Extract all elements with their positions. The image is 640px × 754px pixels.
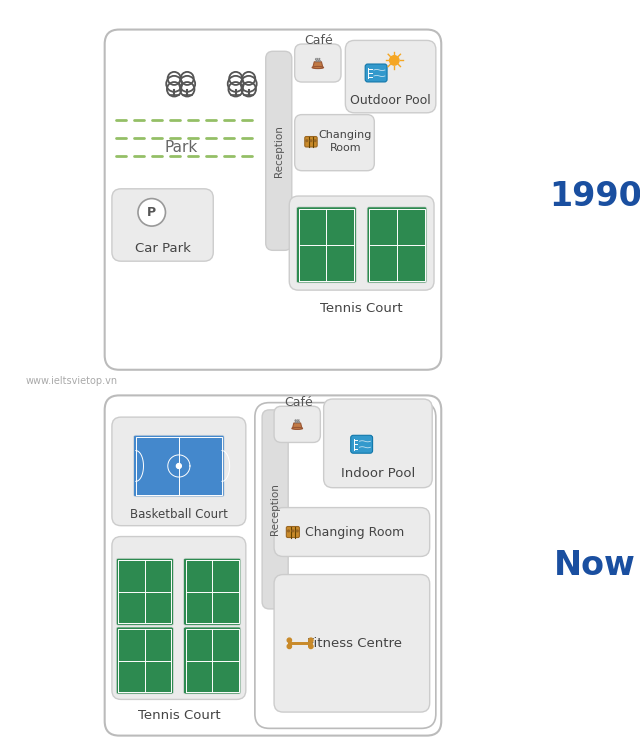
Ellipse shape: [292, 428, 303, 430]
Text: Car Park: Car Park: [134, 242, 191, 255]
Circle shape: [292, 530, 294, 532]
Text: Indoor Pool: Indoor Pool: [341, 467, 415, 480]
FancyBboxPatch shape: [255, 403, 436, 728]
FancyBboxPatch shape: [289, 196, 434, 290]
FancyBboxPatch shape: [346, 41, 436, 113]
FancyBboxPatch shape: [105, 395, 441, 736]
Text: Now: Now: [554, 549, 636, 582]
Ellipse shape: [312, 66, 324, 69]
Circle shape: [310, 140, 312, 142]
Circle shape: [296, 530, 298, 532]
FancyBboxPatch shape: [184, 558, 241, 625]
FancyBboxPatch shape: [305, 136, 317, 147]
FancyBboxPatch shape: [294, 115, 374, 170]
FancyBboxPatch shape: [286, 526, 300, 538]
Text: Park: Park: [164, 139, 197, 155]
Text: 1990: 1990: [548, 179, 640, 213]
FancyBboxPatch shape: [116, 558, 173, 625]
Circle shape: [287, 638, 291, 642]
Text: Reception: Reception: [270, 483, 280, 535]
FancyBboxPatch shape: [351, 435, 372, 453]
FancyBboxPatch shape: [296, 207, 356, 283]
FancyBboxPatch shape: [365, 64, 387, 82]
FancyBboxPatch shape: [134, 435, 224, 497]
FancyBboxPatch shape: [324, 399, 432, 488]
Circle shape: [306, 140, 308, 142]
Circle shape: [287, 644, 291, 648]
Text: Café: Café: [304, 34, 333, 47]
Text: Changing Room: Changing Room: [305, 526, 404, 538]
FancyBboxPatch shape: [274, 406, 321, 443]
Circle shape: [390, 56, 399, 65]
FancyBboxPatch shape: [367, 207, 427, 283]
FancyBboxPatch shape: [112, 417, 246, 526]
Text: Fitness Centre: Fitness Centre: [307, 637, 402, 650]
FancyBboxPatch shape: [294, 44, 341, 82]
FancyBboxPatch shape: [310, 639, 312, 647]
Polygon shape: [292, 423, 302, 428]
FancyBboxPatch shape: [116, 627, 173, 694]
Circle shape: [177, 464, 181, 468]
Text: Tennis Court: Tennis Court: [321, 302, 403, 314]
Circle shape: [308, 638, 313, 642]
Text: P: P: [147, 206, 156, 219]
Circle shape: [308, 644, 313, 648]
FancyBboxPatch shape: [274, 507, 429, 556]
FancyBboxPatch shape: [274, 575, 429, 712]
Polygon shape: [313, 62, 323, 68]
FancyBboxPatch shape: [105, 29, 441, 369]
Text: Reception: Reception: [274, 125, 284, 176]
FancyBboxPatch shape: [262, 410, 288, 609]
Text: Basketball Court: Basketball Court: [130, 508, 228, 521]
FancyBboxPatch shape: [266, 51, 292, 250]
Circle shape: [138, 198, 166, 226]
FancyBboxPatch shape: [184, 627, 241, 694]
Text: Changing
Room: Changing Room: [319, 130, 372, 153]
FancyBboxPatch shape: [112, 537, 246, 700]
Circle shape: [287, 530, 289, 532]
Circle shape: [314, 140, 316, 142]
Text: www.ieltsvietop.vn: www.ieltsvietop.vn: [26, 375, 118, 386]
FancyBboxPatch shape: [288, 639, 291, 647]
Text: Tennis Court: Tennis Court: [138, 710, 220, 722]
Text: Café: Café: [284, 396, 313, 409]
Text: Outdoor Pool: Outdoor Pool: [350, 93, 431, 106]
FancyBboxPatch shape: [112, 188, 213, 261]
